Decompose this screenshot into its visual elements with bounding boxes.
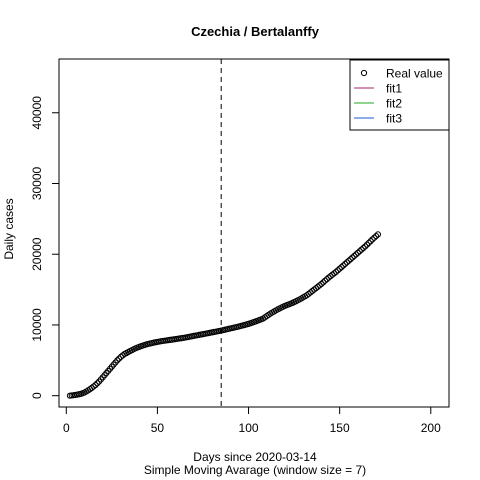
legend-marker-real-value — [360, 69, 368, 77]
x-axis: 0 50 100 150 200 — [63, 406, 441, 435]
x-tick-label: 150 — [330, 421, 350, 435]
data-point — [351, 252, 358, 260]
legend-label-fit2: fit2 — [386, 97, 402, 111]
data-point — [338, 264, 345, 271]
data-point — [354, 249, 361, 256]
data-point — [320, 279, 327, 286]
data-point — [363, 241, 371, 248]
y-tick-label: 30000 — [30, 166, 44, 200]
y-tick-label: 0 — [30, 392, 44, 399]
data-point — [356, 248, 363, 255]
data-point — [362, 243, 369, 250]
legend: Real value fit1 fit2 fit3 — [349, 59, 450, 131]
data-point — [321, 277, 329, 284]
data-point — [316, 282, 323, 289]
data-point — [360, 244, 367, 252]
data-point — [365, 239, 372, 246]
legend-label-fit3: fit3 — [386, 112, 402, 126]
data-point — [331, 270, 338, 277]
chart-subtitle: Simple Moving Avarage (window size = 7) — [144, 463, 366, 477]
data-point — [116, 355, 123, 362]
data-point — [369, 236, 376, 243]
data-point — [342, 260, 349, 268]
y-axis: 0 10000 20000 30000 40000 — [30, 96, 60, 399]
y-axis-label: Daily cases — [2, 198, 16, 259]
chart-title: Czechia / Bertalanffy — [191, 24, 320, 39]
data-point — [92, 381, 99, 389]
x-tick-label: 0 — [63, 421, 70, 435]
x-tick-label: 200 — [421, 421, 441, 435]
x-axis-label: Days since 2020-03-14 — [193, 450, 317, 464]
data-point — [90, 383, 97, 390]
data-point — [114, 357, 121, 364]
y-tick-label: 40000 — [30, 96, 44, 130]
data-point — [352, 251, 360, 258]
data-point — [371, 234, 378, 241]
real-value-series — [66, 231, 382, 399]
data-point — [94, 380, 101, 387]
y-tick-label: 10000 — [30, 308, 44, 342]
data-point — [345, 257, 352, 264]
data-point — [340, 262, 347, 269]
data-point — [343, 259, 351, 266]
legend-label-real-value: Real value — [386, 67, 443, 81]
data-point — [373, 232, 380, 240]
data-point — [358, 246, 365, 253]
data-point — [367, 238, 374, 245]
legend-label-fit1: fit1 — [386, 82, 402, 96]
data-point — [318, 280, 325, 288]
data-point — [334, 267, 341, 274]
data-point — [349, 254, 356, 261]
x-tick-label: 100 — [239, 421, 259, 435]
data-point — [332, 268, 340, 275]
data-point — [323, 276, 330, 283]
data-point — [347, 256, 354, 263]
y-tick-label: 20000 — [30, 237, 44, 271]
data-point — [374, 231, 382, 238]
data-point — [336, 265, 343, 272]
x-tick-label: 50 — [151, 421, 165, 435]
